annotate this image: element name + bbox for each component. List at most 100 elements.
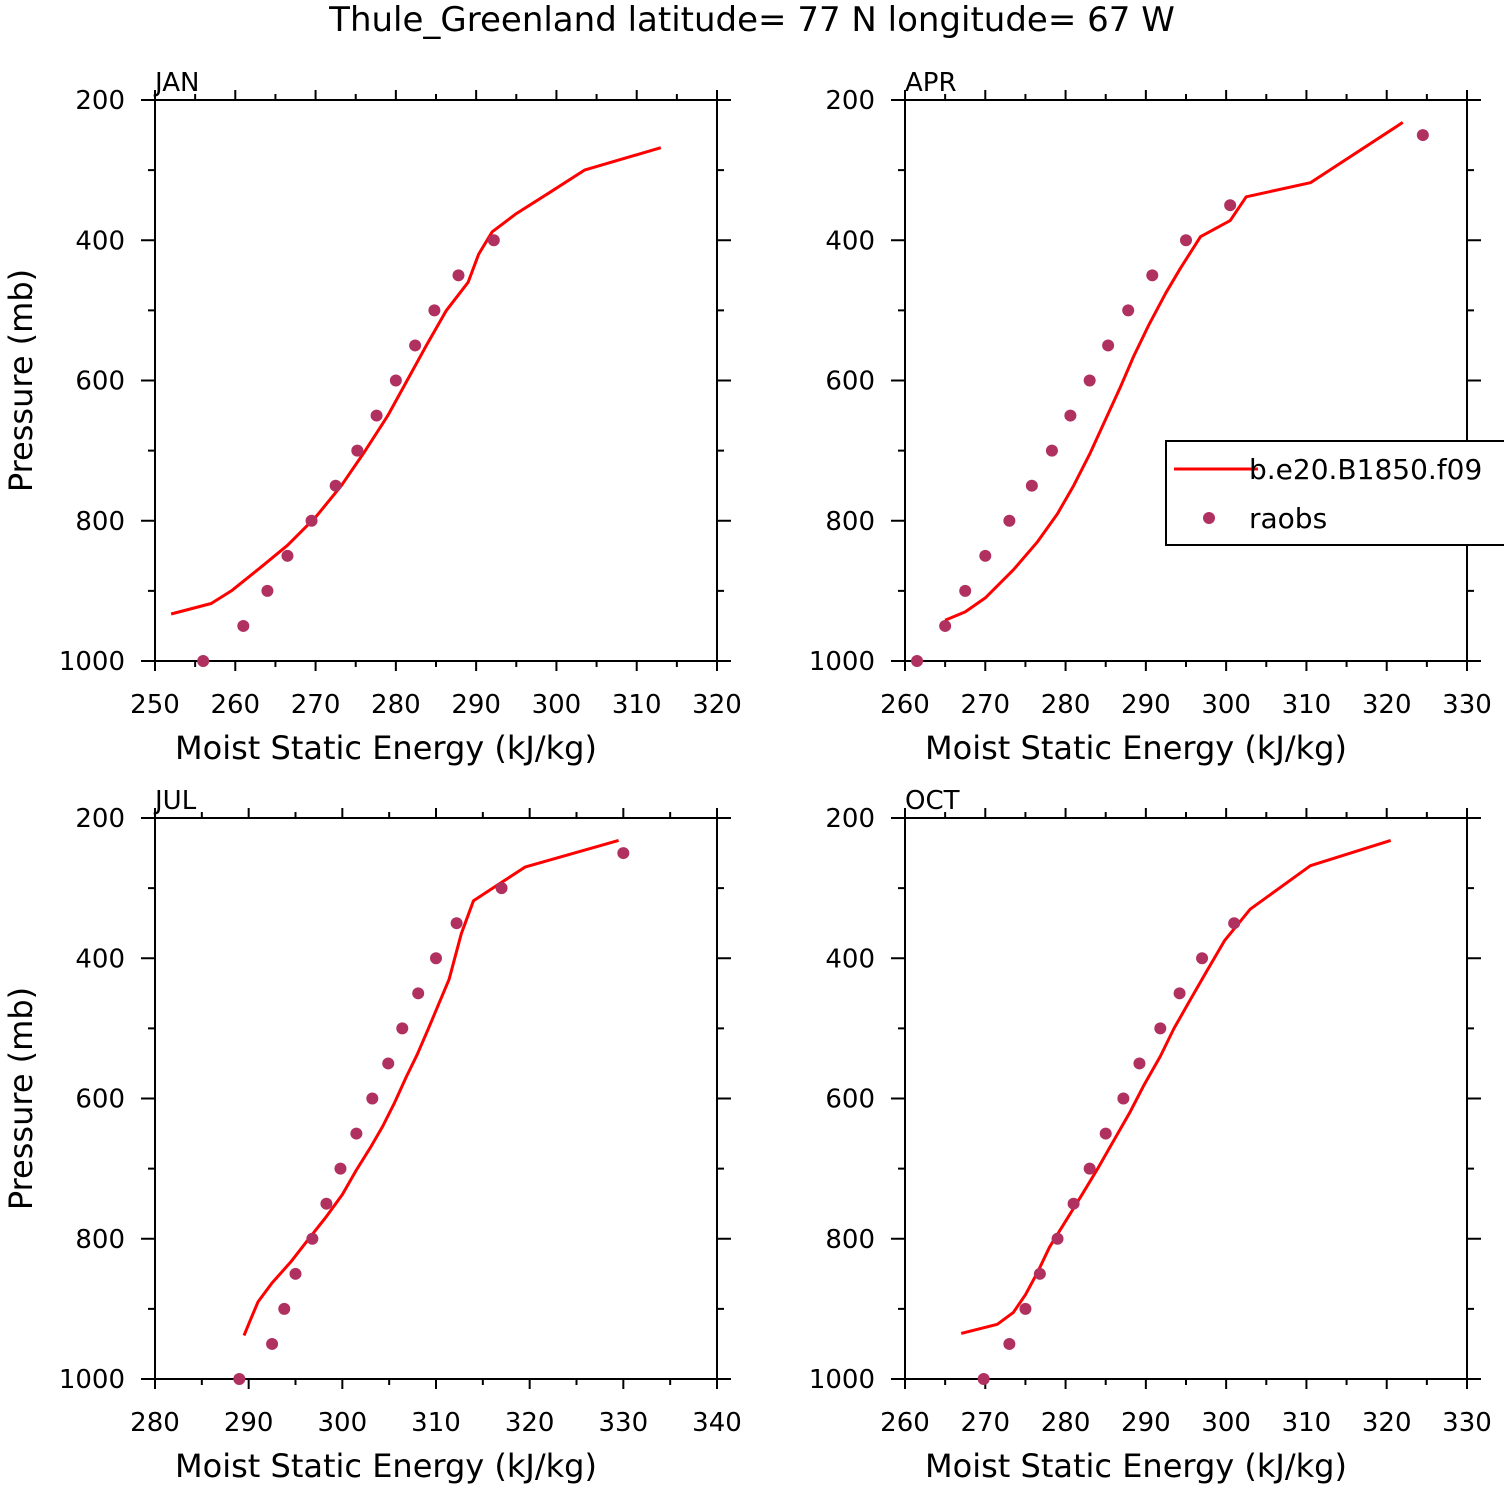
x-axis-title: Moist Static Energy (kJ/kg) [175,1447,597,1485]
raobs-point [1099,1127,1112,1140]
legend-box [1165,440,1504,546]
y-tick-label: 400 [75,226,125,256]
y-tick-label: 400 [825,226,875,256]
y-tick-label: 1000 [809,1365,875,1395]
raobs-point [289,1267,302,1280]
raobs-point [1045,444,1058,457]
y-tick-label: 400 [75,944,125,974]
x-tick-label: 260 [210,690,260,720]
x-tick-label: 260 [880,690,930,720]
raobs-point [1033,1267,1046,1280]
raobs-point [1154,1022,1167,1035]
raobs-point [977,1373,990,1385]
raobs-point [1003,1337,1016,1350]
y-tick-label: 600 [75,367,125,397]
raobs-point [1228,917,1241,930]
x-tick-label: 340 [692,1408,742,1438]
panel-label-apr: APR [905,68,957,98]
raobs-point [237,619,250,632]
raobs-point [350,1127,363,1140]
y-tick-label: 200 [825,86,875,116]
x-tick-label: 320 [1362,690,1412,720]
raobs-point [370,409,383,422]
raobs-point [1224,199,1237,212]
y-tick-label: 600 [75,1085,125,1115]
x-tick-label: 330 [1442,690,1492,720]
raobs-point [1003,514,1016,527]
x-tick-label: 310 [612,690,662,720]
raobs-point [1019,1302,1032,1315]
y-tick-label: 1000 [809,647,875,677]
model-line-oct [960,838,1392,1335]
x-tick-label: 290 [224,1408,274,1438]
raobs-point [306,1232,319,1245]
raobs-point [266,1337,279,1350]
x-tick-label: 310 [1282,1408,1332,1438]
raobs-point [1146,269,1159,282]
y-tick-label: 800 [75,507,125,537]
x-tick-label: 290 [1121,1408,1171,1438]
raobs-point [382,1057,395,1070]
plot-frame [154,817,718,1380]
raobs-point [1133,1057,1146,1070]
raobs-point [1122,304,1135,317]
raobs-point [979,549,992,562]
x-axis-title: Moist Static Energy (kJ/kg) [175,729,597,767]
raobs-point [1180,234,1192,247]
raobs-point [1064,409,1077,422]
raobs-point [939,619,952,632]
raobs-point [1416,129,1429,142]
x-tick-label: 280 [371,690,421,720]
raobs-point [1083,1162,1096,1175]
raobs-point [487,234,500,247]
raobs-point [409,339,422,352]
y-tick-label: 400 [825,944,875,974]
raobs-point [334,1162,347,1175]
panel-oct: OCT 260 270 280 290 300 310 320 330 200 400 600 800 1… [809,786,1492,1485]
raobs-point [1117,1092,1130,1105]
y-tick-label: 800 [825,507,875,537]
legend: b.e20.B1850.f09 raobs [1165,440,1504,546]
x-tick-label: 290 [1121,690,1171,720]
plot-frame [154,99,718,662]
x-tick-label: 300 [532,690,582,720]
raobs-point [430,952,442,965]
x-tick-label: 290 [451,690,501,720]
x-tick-label: 320 [692,690,742,720]
y-tick-label: 200 [75,804,125,834]
panel-label-jul: JUL [153,786,197,816]
x-tick-label: 270 [960,690,1010,720]
x-tick-label: 310 [1282,690,1332,720]
x-tick-label: 330 [599,1408,649,1438]
raobs-point [911,655,924,667]
raobs-point [412,987,425,1000]
x-tick-label: 320 [505,1408,555,1438]
x-tick-label: 310 [411,1408,461,1438]
model-line-jul [242,838,620,1337]
x-tick-label: 330 [1442,1408,1492,1438]
x-tick-label: 280 [1041,1408,1091,1438]
y-tick-label: 200 [75,86,125,116]
y-tick-label: 200 [825,804,875,834]
x-tick-label: 250 [130,690,180,720]
raobs-point [452,269,465,282]
x-tick-label: 270 [960,1408,1010,1438]
raobs-point [278,1302,291,1315]
model-line-jan [170,146,662,616]
raobs-point [1083,374,1096,387]
x-tick-label: 270 [291,690,341,720]
raobs-point [1067,1197,1080,1210]
panel-label-oct: OCT [905,786,960,816]
x-tick-label: 320 [1362,1408,1412,1438]
y-tick-label: 1000 [59,1365,125,1395]
raobs-point [233,1373,246,1385]
legend-marker-swatch [1203,512,1215,524]
legend-label: b.e20.B1850.f09 [1249,453,1482,486]
panel-label-jan: JAN [153,68,199,98]
raobs-point [329,479,342,492]
y-tick-label: 600 [825,1085,875,1115]
x-axis-title: Moist Static Energy (kJ/kg) [925,729,1347,767]
raobs-point [1102,339,1115,352]
raobs-point [305,514,318,527]
